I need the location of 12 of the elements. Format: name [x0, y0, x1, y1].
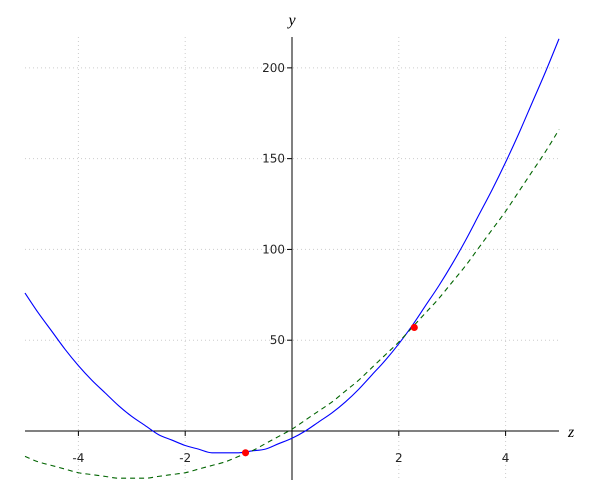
x-tick-label: -2 — [179, 450, 192, 465]
x-axis-title: z — [567, 424, 575, 441]
x-tick-label: 2 — [394, 450, 403, 465]
y-tick-label: 200 — [262, 60, 285, 75]
y-tick-label: 150 — [262, 152, 285, 166]
line-series — [24, 38, 560, 454]
x-tick-label: 4 — [502, 450, 510, 465]
y-axis-title: y — [286, 12, 296, 29]
x-tick-label: -4 — [72, 450, 84, 465]
line-series — [24, 129, 560, 479]
y-tick-label: 50 — [270, 333, 285, 348]
y-tick-label: 100 — [262, 242, 285, 256]
